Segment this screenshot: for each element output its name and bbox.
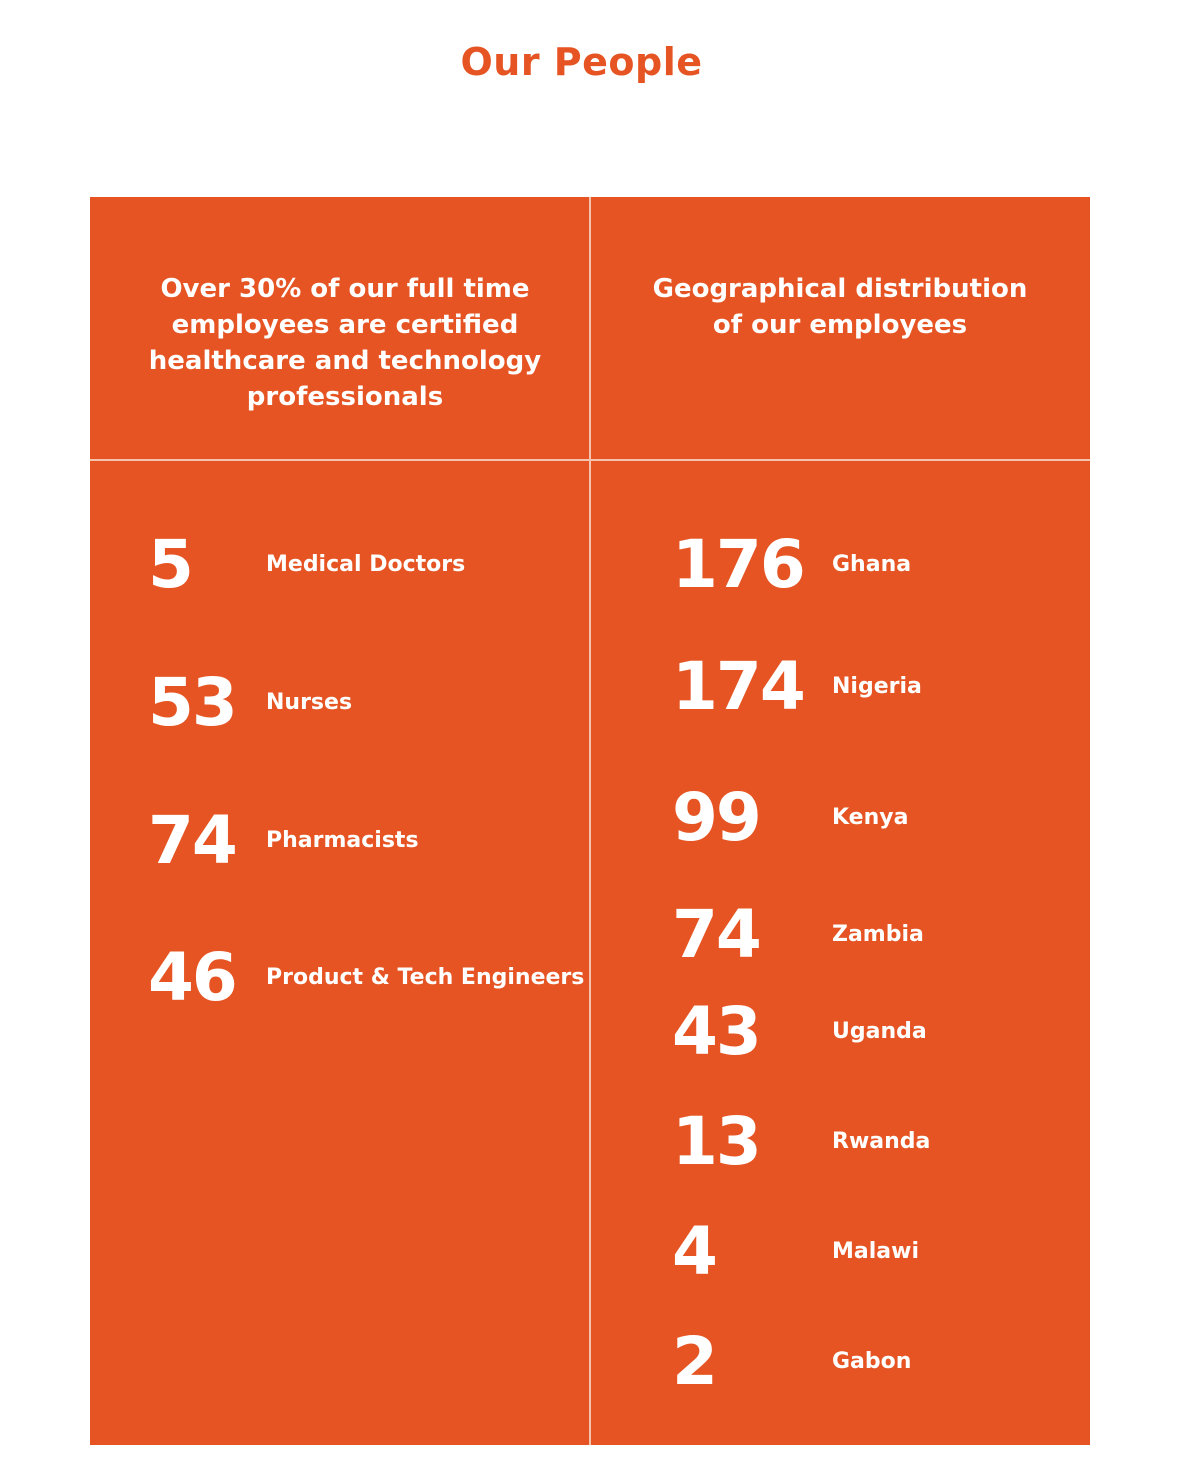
stat-label: Medical Doctors — [266, 552, 466, 577]
stat-label: Nurses — [266, 690, 353, 715]
professionals-heading: Over 30% of our full time employees are … — [148, 274, 542, 412]
stats-panel: Over 30% of our full time employees are … — [90, 197, 1090, 1445]
stat-value: 174 — [672, 648, 806, 725]
stat-label: Kenya — [832, 805, 909, 830]
stat-label: Product & Tech Engineers — [266, 965, 585, 990]
geography-heading: Geographical distribution of our employe… — [652, 274, 1028, 340]
stat-value: 74 — [148, 802, 238, 879]
stat-label: Malawi — [832, 1239, 919, 1264]
stat-label: Uganda — [832, 1019, 927, 1044]
stat-label: Pharmacists — [266, 828, 419, 853]
stat-value: 176 — [672, 526, 806, 603]
stat-value: 4 — [672, 1213, 718, 1290]
page-title: Our People — [460, 40, 703, 84]
stat-value: 53 — [148, 664, 238, 741]
stat-value: 13 — [672, 1103, 762, 1180]
stat-label: Rwanda — [832, 1129, 931, 1154]
stat-value: 74 — [672, 896, 762, 973]
column-divider — [589, 197, 591, 1445]
stat-label: Zambia — [832, 922, 924, 947]
stat-value: 46 — [148, 939, 238, 1016]
stat-value: 5 — [148, 526, 194, 603]
header-divider — [90, 459, 1090, 461]
stat-label: Gabon — [832, 1349, 912, 1374]
stat-value: 99 — [672, 779, 762, 856]
stat-label: Nigeria — [832, 674, 922, 699]
stat-value: 43 — [672, 993, 762, 1070]
stat-label: Ghana — [832, 552, 912, 577]
stat-value: 2 — [672, 1323, 718, 1400]
